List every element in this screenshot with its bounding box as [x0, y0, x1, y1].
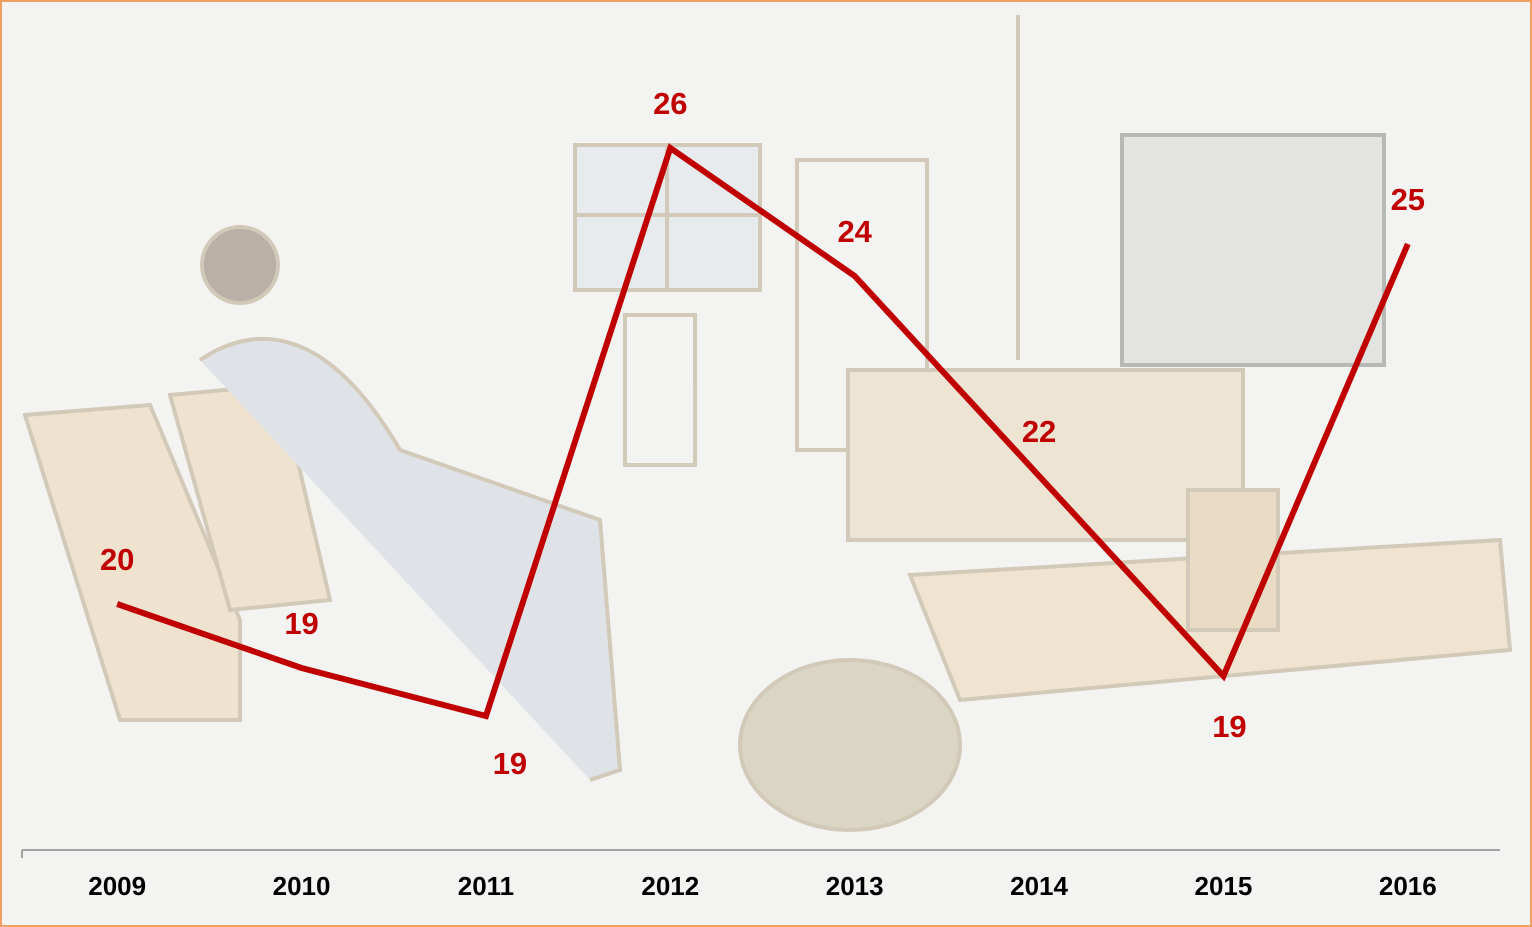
x-tick-label: 2013: [826, 871, 884, 901]
data-label: 19: [1212, 709, 1246, 744]
data-label: 20: [100, 542, 134, 577]
data-label: 19: [284, 606, 318, 641]
data-label: 25: [1391, 182, 1425, 217]
x-tick-label: 2015: [1195, 871, 1253, 901]
x-tick-label: 2009: [88, 871, 146, 901]
background-illustration: [22, 15, 1513, 832]
data-label: 24: [837, 214, 872, 249]
data-label: 19: [493, 746, 527, 781]
line: [116, 143, 1411, 720]
data-label: 26: [653, 86, 687, 121]
x-tick-label: 2011: [458, 871, 514, 901]
data-label: 22: [1022, 414, 1056, 449]
x-tick-label: 2016: [1379, 871, 1437, 901]
x-tick-label: 2012: [641, 871, 699, 901]
x-tick-label: 2014: [1010, 871, 1068, 901]
x-tick-label: 2010: [273, 871, 331, 901]
